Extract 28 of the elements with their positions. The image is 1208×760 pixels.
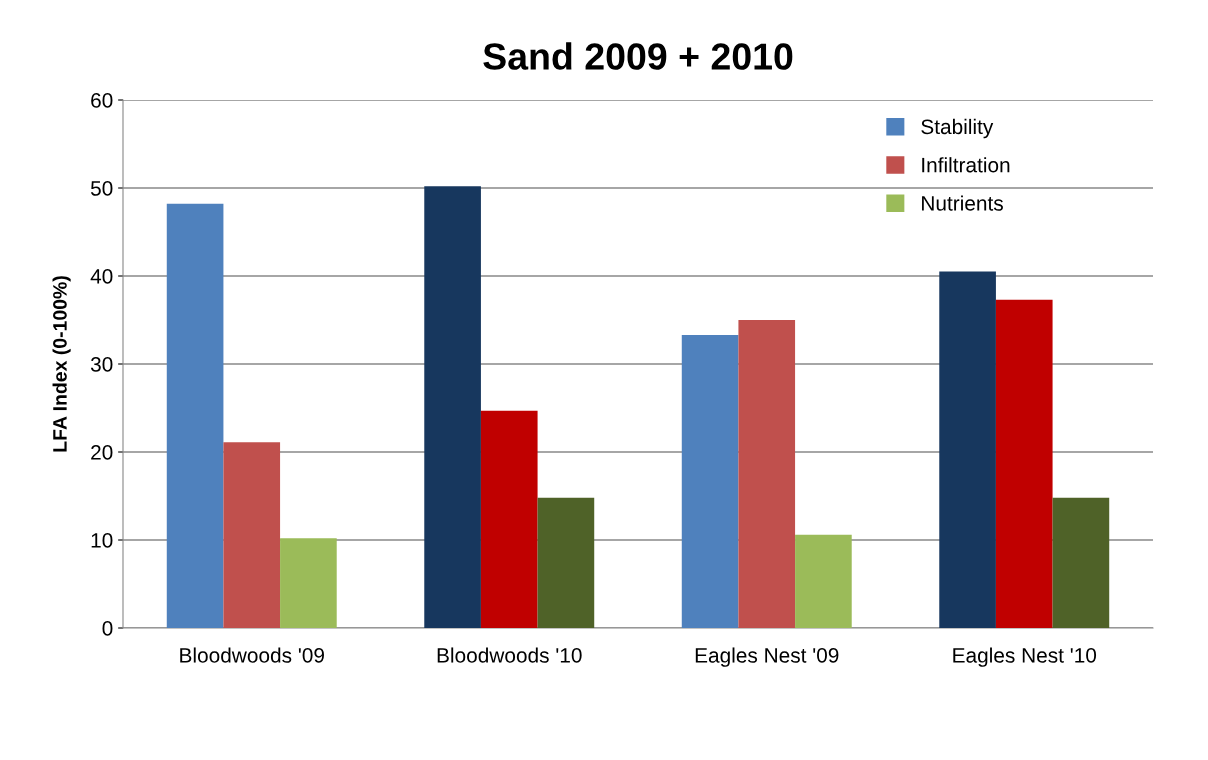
legend-label: Nutrients <box>922 195 1003 211</box>
bar <box>995 299 1053 628</box>
x-tick-label: Eagles Nest '09 <box>695 647 839 667</box>
y-tick-label: 10 <box>91 533 113 548</box>
y-tick-label: 20 <box>91 445 113 460</box>
bar <box>280 538 337 628</box>
bar <box>424 186 481 628</box>
bar <box>681 334 739 628</box>
x-tick-label: Bloodwoods '09 <box>180 647 324 663</box>
y-tick-label: 60 <box>91 93 113 108</box>
y-axis-title: LFA Index (0-100%) <box>52 276 71 452</box>
bar <box>738 320 796 628</box>
y-tick-label: 40 <box>90 269 113 284</box>
chart-title: Sand 2009 + 2010 <box>483 42 793 70</box>
y-tick-label: 30 <box>90 357 113 372</box>
y-tick-label: 50 <box>90 181 113 196</box>
x-tick-label: Bloodwoods '10 <box>437 647 582 663</box>
x-tick-label: Eagles Nest '10 <box>953 647 1097 667</box>
bar <box>795 534 852 628</box>
bar <box>939 271 996 628</box>
bar <box>166 203 224 628</box>
bar <box>223 442 281 628</box>
legend-label: Stability <box>921 118 994 139</box>
legend-label: Infiltration <box>922 157 1010 173</box>
bar <box>1052 497 1110 628</box>
bar <box>537 497 595 628</box>
bar <box>480 410 538 628</box>
y-tick-label: 0 <box>102 621 113 636</box>
